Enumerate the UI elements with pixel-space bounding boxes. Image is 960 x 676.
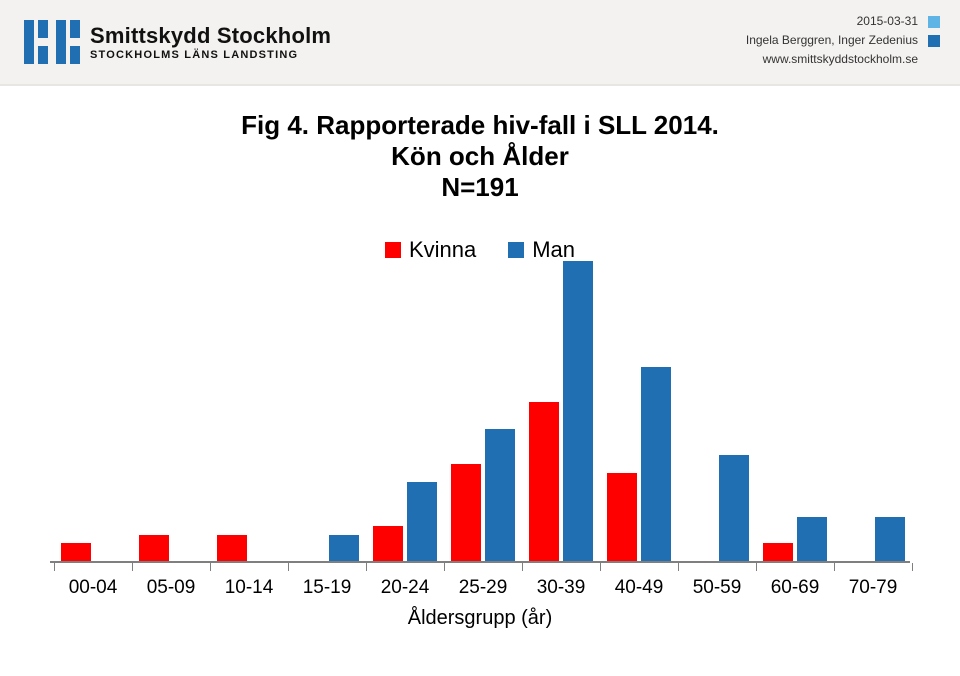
x-label: 15-19 — [303, 577, 352, 599]
bar-group — [756, 517, 834, 561]
x-tick — [678, 563, 679, 571]
x-label: 50-59 — [693, 577, 742, 599]
x-tick — [54, 563, 55, 571]
x-label: 60-69 — [771, 577, 820, 599]
page: Smittskydd Stockholm STOCKHOLMS LÄNS LAN… — [0, 0, 960, 676]
header-date: 2015-03-31 — [857, 12, 918, 31]
bar-group — [288, 535, 366, 561]
x-label: 00-04 — [69, 577, 118, 599]
x-label: 40-49 — [615, 577, 664, 599]
x-label: 05-09 — [147, 577, 196, 599]
bar-group — [132, 535, 210, 561]
sll-logo-icon — [24, 20, 80, 64]
org-logo-text: Smittskydd Stockholm STOCKHOLMS LÄNS LAN… — [90, 23, 331, 61]
x-tick — [756, 563, 757, 571]
bar-kvinna — [607, 473, 637, 561]
legend-label-kvinna: Kvinna — [409, 237, 476, 263]
bar-kvinna — [139, 535, 169, 561]
bar-kvinna — [61, 543, 91, 561]
x-label: 20-24 — [381, 577, 430, 599]
legend-swatch-man — [508, 242, 524, 258]
chart-title-line1: Fig 4. Rapporterade hiv-fall i SLL 2014. — [40, 110, 920, 141]
accent-square-dark — [928, 35, 940, 47]
header-meta: 2015-03-31 Ingela Berggren, Inger Zedeni… — [746, 12, 940, 70]
bar-group — [210, 535, 288, 561]
bar-man — [719, 455, 749, 561]
x-axis-ticks — [50, 563, 910, 573]
x-tick — [834, 563, 835, 571]
legend-item-kvinna: Kvinna — [385, 237, 476, 263]
x-label: 10-14 — [225, 577, 274, 599]
org-title: Smittskydd Stockholm — [90, 23, 331, 49]
bar-group — [834, 517, 912, 561]
bar-man — [407, 482, 437, 561]
x-tick — [912, 563, 913, 571]
bar-man — [875, 517, 905, 561]
org-subtitle: STOCKHOLMS LÄNS LANDSTING — [90, 49, 331, 61]
bar-kvinna — [217, 535, 247, 561]
bar-man — [563, 261, 593, 561]
bar-group — [366, 482, 444, 561]
header-bar: Smittskydd Stockholm STOCKHOLMS LÄNS LAN… — [0, 0, 960, 86]
legend-swatch-kvinna — [385, 242, 401, 258]
x-axis-labels: 00-04 05-09 10-14 15-19 20-24 25-29 30-39 40-49… — [50, 577, 910, 603]
header-authors-line: Ingela Berggren, Inger Zedenius — [746, 31, 940, 50]
legend-label-man: Man — [532, 237, 575, 263]
bar-group — [600, 367, 678, 561]
x-tick — [444, 563, 445, 571]
x-label: 70-79 — [849, 577, 898, 599]
chart-title-line3: N=191 — [40, 172, 920, 203]
chart-plot-area — [50, 263, 910, 563]
x-label: 30-39 — [537, 577, 586, 599]
bar-man — [485, 429, 515, 561]
bar-group — [54, 543, 132, 561]
legend-item-man: Man — [508, 237, 575, 263]
header-url-line: www.smittskyddstockholm.se — [746, 50, 940, 69]
bar-kvinna — [373, 526, 403, 561]
chart-title-line2: Kön och Ålder — [40, 141, 920, 172]
header-url: www.smittskyddstockholm.se — [763, 50, 918, 69]
accent-square-light — [928, 16, 940, 28]
x-tick — [288, 563, 289, 571]
header-date-line: 2015-03-31 — [746, 12, 940, 31]
org-logo: Smittskydd Stockholm STOCKHOLMS LÄNS LAN… — [24, 20, 331, 64]
x-tick — [600, 563, 601, 571]
x-tick — [366, 563, 367, 571]
bar-group — [522, 261, 600, 561]
bar-man — [329, 535, 359, 561]
x-tick — [132, 563, 133, 571]
x-label: 25-29 — [459, 577, 508, 599]
header-authors: Ingela Berggren, Inger Zedenius — [746, 31, 918, 50]
chart-legend: Kvinna Man — [40, 237, 920, 263]
chart-container: Fig 4. Rapporterade hiv-fall i SLL 2014.… — [40, 110, 920, 630]
bar-group — [678, 455, 756, 561]
x-axis-title: Åldersgrupp (år) — [40, 607, 920, 630]
x-tick — [210, 563, 211, 571]
bar-group — [444, 429, 522, 561]
bar-kvinna — [529, 402, 559, 561]
bar-kvinna — [763, 543, 793, 561]
bar-man — [797, 517, 827, 561]
x-tick — [522, 563, 523, 571]
bar-kvinna — [451, 464, 481, 561]
bar-man — [641, 367, 671, 561]
